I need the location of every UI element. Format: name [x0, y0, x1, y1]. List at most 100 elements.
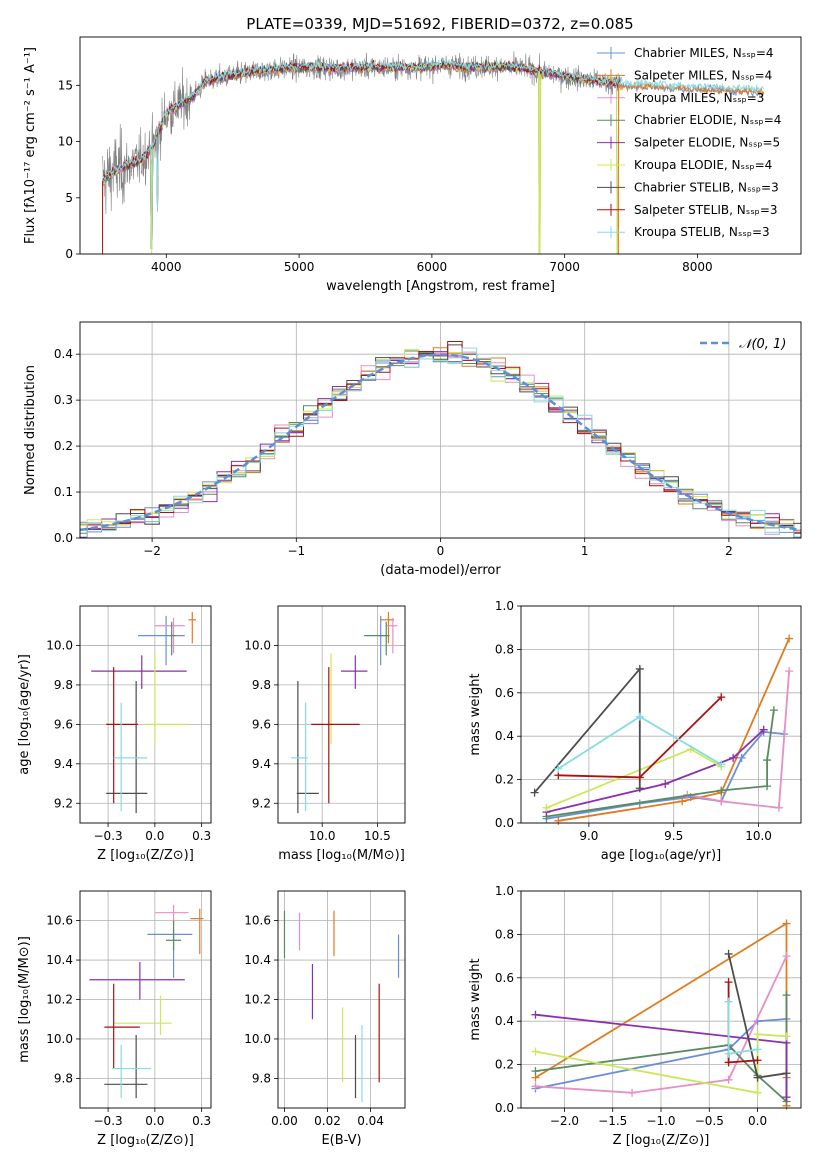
marker-ch_elodie [769, 706, 778, 715]
hist-kr_stelib [80, 347, 801, 538]
errorbar-kr_miles [386, 617, 398, 654]
errorbar-sa_elodie [91, 655, 187, 689]
y-tick-label: 9.2 [252, 796, 271, 810]
errorbar-ch_miles [378, 615, 386, 666]
marker-ch_stelib [635, 664, 644, 673]
axes-frame [79, 321, 802, 539]
x-tick-label: −0.3 [94, 1114, 123, 1128]
errorbar-ch_miles [138, 615, 185, 666]
y-tick-label: 0.2 [54, 439, 73, 453]
y-tick-label: 0.6 [495, 971, 514, 985]
marker-kr_miles [785, 667, 794, 676]
panel-mass-vs-ebv: 0.00 0.02 0.04 9.8 10.0 10.2 10.4 10.6 E(B-V) [244, 890, 406, 1148]
y-tick-label: 1.0 [495, 884, 514, 898]
errorbar-ch_stelib [296, 680, 319, 814]
axes-frame [79, 605, 212, 824]
x-tick-label: 1 [581, 544, 589, 558]
x-tick-label: 9.5 [664, 829, 683, 843]
error-bars [291, 611, 398, 814]
x-tick-label: −2 [143, 544, 161, 558]
y-tick-label: 10.0 [244, 1032, 271, 1046]
errorbar-kr_stelib [113, 702, 148, 812]
y-tick-label: 10 [58, 135, 73, 149]
x-tick-label: 5000 [284, 260, 315, 274]
errorbar-sa_elodie [340, 655, 368, 689]
legend-label: Kroupa STELIB, Nₛₛₚ=3 [634, 225, 770, 239]
y-axis-label: mass weight [468, 958, 483, 1040]
y-tick-label: 0.4 [54, 347, 73, 361]
y-axis-label: Flux [fλ10⁻¹⁷ erg cm⁻² s⁻¹ A⁻¹] [23, 47, 38, 244]
marker-sa_stelib [717, 693, 726, 702]
x-tick-label: 4000 [151, 260, 182, 274]
y-tick-label: 5 [65, 191, 73, 205]
y-tick-label: 0.8 [495, 642, 514, 656]
legend-label: 𝒩(0, 1) [739, 337, 786, 352]
x-tick-label: 2 [725, 544, 733, 558]
y-tick-label: 0.4 [495, 1014, 514, 1028]
y-tick-label: 9.4 [252, 757, 271, 771]
y-tick-label: 0.2 [495, 1058, 514, 1072]
marker-ch_elodie [782, 991, 791, 1000]
marker-kr_stelib [717, 760, 726, 769]
x-tick-label: 0.04 [357, 1114, 384, 1128]
errorbar-kr_elodie [113, 995, 172, 1036]
hist-legend: 𝒩(0, 1) [700, 337, 786, 352]
axes-frame [520, 605, 802, 824]
marker-kr_miles [724, 1075, 733, 1084]
spectrum-legend: Chabrier MILES, Nₛₛₚ=4 Salpeter MILES, Nₛ… [597, 46, 781, 239]
y-tick-label: 9.4 [54, 757, 73, 771]
errorbar-ch_elodie [166, 920, 182, 951]
marker-kr_miles [531, 1082, 540, 1091]
x-axis-label: (data-model)/error [380, 563, 501, 578]
x-tick-label: 0.3 [192, 829, 211, 843]
error-bars [89, 904, 204, 1099]
x-tick-label: 8000 [682, 260, 713, 274]
panel-mass-vs-metallicity: −0.3 0.0 0.3 9.8 10.0 10.2 10.4 10.6 Z [log₁₀(Z/… [17, 890, 212, 1148]
marker-ch_stelib [724, 949, 733, 958]
marker-ch_stelib [782, 1069, 791, 1078]
axes-frame [79, 36, 802, 255]
y-tick-label: 10.0 [46, 1032, 73, 1046]
y-tick-label: 0.0 [495, 816, 514, 830]
hist-kr_miles [80, 351, 801, 535]
mass-weight-lines [530, 634, 794, 825]
marker-sa_elodie [759, 725, 768, 734]
x-axis-label: Z [log₁₀(Z/Z⊙)] [97, 1133, 194, 1148]
model-spectrum-kr_stelib [102, 57, 765, 249]
errorbar-sa_stelib [104, 983, 140, 1069]
axes-frame [277, 605, 406, 824]
errorbar-kr_stelib [291, 702, 308, 812]
y-tick-label: 9.2 [54, 796, 73, 810]
legend-label: Salpeter ELODIE, Nₛₛₚ=5 [634, 136, 780, 150]
x-axis-label: wavelength [Angstrom, rest frame] [326, 279, 555, 294]
x-tick-label: 6000 [417, 260, 448, 274]
x-tick-label: 0.0 [748, 1114, 767, 1128]
y-tick-label: 10.4 [46, 953, 73, 967]
x-tick-label: 0.0 [145, 829, 164, 843]
y-axis-label: mass [log₁₀(M/M⊙)] [17, 936, 32, 1063]
errorbar-sa_miles [188, 611, 197, 644]
marker-sa_elodie [661, 779, 670, 788]
x-tick-label: −0.3 [94, 829, 123, 843]
panel-mass-weight-vs-age: 9.0 9.5 10.0 0.0 0.2 0.4 0.6 0.8 1.0 age [log₁₀(a… [468, 599, 802, 863]
legend-label: Kroupa ELODIE, Nₛₛₚ=4 [634, 158, 772, 172]
legend-label: Chabrier ELODIE, Nₛₛₚ=4 [634, 113, 781, 127]
y-tick-label: 10.0 [46, 638, 73, 652]
y-axis-label: Normed distribution [23, 365, 38, 495]
errorbar-kr_elodie [328, 653, 334, 745]
y-tick-label: 9.8 [54, 678, 73, 692]
y-tick-label: 0.0 [54, 531, 73, 545]
x-axis-label: mass [log₁₀(M/M⊙)] [278, 848, 405, 863]
marker-ch_miles [737, 753, 746, 762]
spectrum-lines [102, 51, 765, 254]
marker-ch_stelib [635, 784, 644, 793]
marker-sa_elodie [782, 1093, 791, 1102]
legend-label: Chabrier MILES, Nₛₛₚ=4 [634, 46, 774, 60]
marker-ch_elodie [763, 756, 772, 765]
x-axis-label: E(B-V) [321, 1133, 361, 1148]
panel-age-vs-metallicity: −0.3 0.0 0.3 9.2 9.4 9.6 9.8 10.0 Z [log₁₀(Z/Z⊙)… [17, 605, 212, 863]
y-tick-label: 0.3 [54, 393, 73, 407]
marker-sa_stelib [724, 978, 733, 987]
errorbar-ch_stelib [106, 680, 148, 814]
marker-kr_miles [717, 797, 726, 806]
